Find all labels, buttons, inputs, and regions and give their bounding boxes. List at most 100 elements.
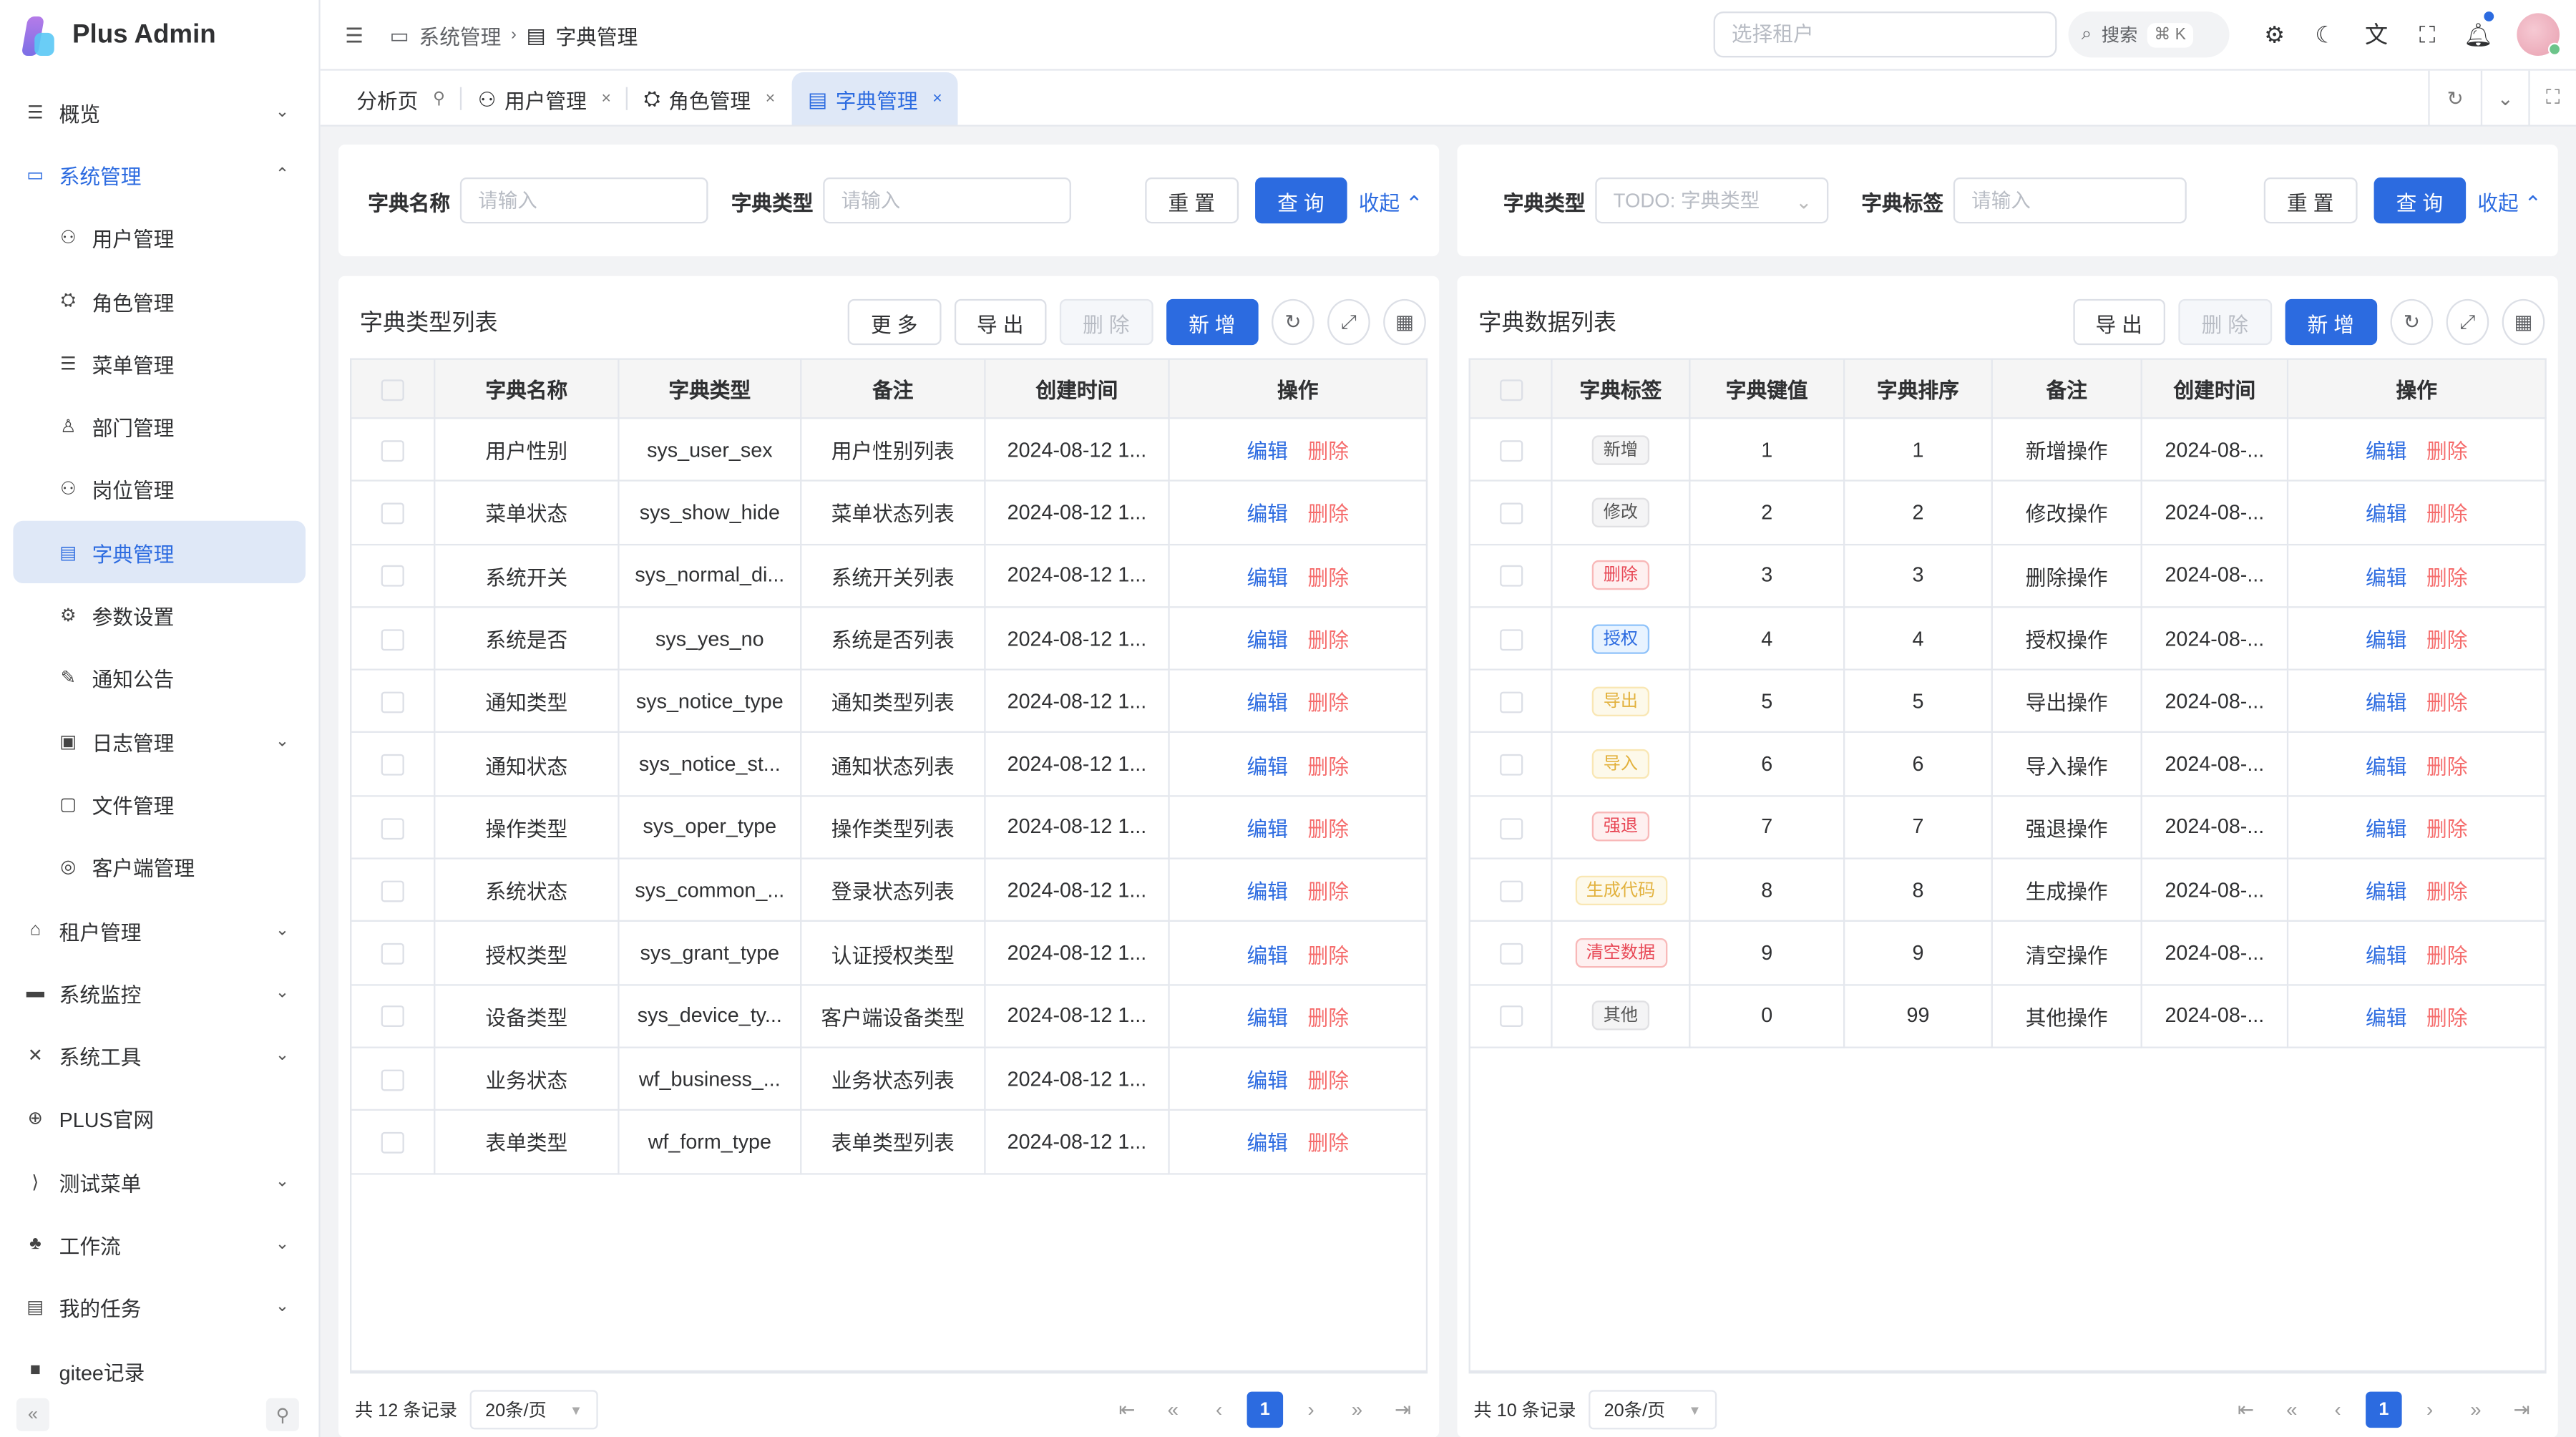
delete-link[interactable]: 删除 xyxy=(1307,755,1349,779)
sidebar-item[interactable]: ♙ 部门管理 xyxy=(0,395,318,458)
last-page-icon[interactable]: ⇥ xyxy=(2513,1398,2530,1421)
tab-item[interactable]: ⛭ 角色管理 × xyxy=(628,72,791,125)
translate-icon[interactable]: 文 xyxy=(2364,21,2389,48)
delete-link[interactable]: 删除 xyxy=(1307,566,1349,590)
jump-prev-icon[interactable]: « xyxy=(2286,1398,2298,1421)
delete-link[interactable]: 删除 xyxy=(2426,629,2468,653)
pin-icon[interactable]: ⚲ xyxy=(433,89,445,108)
edit-link[interactable]: 编辑 xyxy=(1246,755,1288,779)
sidebar-item[interactable]: ▣ 日志管理 ⌄ xyxy=(0,710,318,773)
jump-next-icon[interactable]: » xyxy=(2470,1398,2482,1421)
columns-grid-icon[interactable]: ▦ xyxy=(2502,298,2545,346)
sidebar-item[interactable]: ▭ 系统管理 ⌃ xyxy=(0,143,318,206)
columns-grid-icon[interactable]: ▦ xyxy=(1383,298,1426,346)
delete-link[interactable]: 删除 xyxy=(1307,440,1349,464)
pin-sidebar-icon[interactable]: ⚲ xyxy=(265,1398,299,1431)
fullscreen-icon[interactable]: ⤢ xyxy=(1327,298,1370,346)
page-1[interactable]: 1 xyxy=(1246,1391,1284,1428)
maximize-icon[interactable]: ⛶ xyxy=(2528,70,2576,125)
sidebar-item[interactable]: ■ gitee记录 xyxy=(0,1339,318,1402)
chevron-icon[interactable]: ⌄ xyxy=(275,1046,290,1065)
chevron-icon[interactable]: ⌄ xyxy=(275,1172,290,1191)
row-checkbox[interactable] xyxy=(1468,480,1553,545)
row-checkbox[interactable] xyxy=(350,1046,436,1111)
dict-type-input[interactable]: 请输入 xyxy=(823,177,1071,224)
next-page-icon[interactable]: › xyxy=(2426,1398,2434,1421)
breadcrumb-item[interactable]: 系统管理 xyxy=(419,25,502,49)
delete-link[interactable]: 删除 xyxy=(2426,881,2468,905)
row-checkbox[interactable] xyxy=(350,983,436,1048)
delete-link[interactable]: 删除 xyxy=(2426,566,2468,590)
sidebar-item[interactable]: ✕ 系统工具 ⌄ xyxy=(0,1024,318,1087)
tenant-select[interactable]: 选择租户 xyxy=(1713,11,2057,58)
dark-mode-moon-icon[interactable]: ☾ xyxy=(2315,20,2336,47)
edit-link[interactable]: 编辑 xyxy=(1246,503,1288,527)
page-size-select[interactable]: 20条/页 ▼ xyxy=(1589,1390,1717,1430)
edit-link[interactable]: 编辑 xyxy=(2366,440,2407,464)
sidebar-item[interactable]: ✎ 通知公告 xyxy=(0,647,318,710)
edit-link[interactable]: 编辑 xyxy=(2366,629,2407,653)
close-icon[interactable]: × xyxy=(932,89,942,108)
edit-link[interactable]: 编辑 xyxy=(1246,944,1288,968)
sidebar-item[interactable]: ☰ 菜单管理 xyxy=(0,332,318,395)
avatar[interactable] xyxy=(2517,13,2562,57)
sidebar-item[interactable]: ⊕ PLUS官网 xyxy=(0,1087,318,1150)
edit-link[interactable]: 编辑 xyxy=(2366,881,2407,905)
collapse-sidebar-icon[interactable]: « xyxy=(16,1398,49,1431)
edit-link[interactable]: 编辑 xyxy=(1246,818,1288,842)
chevron-icon[interactable]: ⌃ xyxy=(275,165,290,184)
refresh-icon[interactable]: ↻ xyxy=(2428,70,2480,125)
more-button[interactable]: 更 多 xyxy=(847,298,941,346)
edit-link[interactable]: 编辑 xyxy=(1246,881,1288,905)
edit-link[interactable]: 编辑 xyxy=(1246,1006,1288,1031)
table-cell[interactable]: sys_device_ty... xyxy=(618,983,802,1048)
edit-link[interactable]: 编辑 xyxy=(1246,440,1288,464)
edit-link[interactable]: 编辑 xyxy=(2366,944,2407,968)
table-cell[interactable]: sys_notice_st... xyxy=(618,731,802,797)
delete-link[interactable]: 删除 xyxy=(2426,440,2468,464)
edit-link[interactable]: 编辑 xyxy=(2366,566,2407,590)
collapse-link[interactable]: 收起 ⌃ xyxy=(2477,191,2542,215)
delete-link[interactable]: 删除 xyxy=(1307,1132,1349,1156)
reset-button[interactable]: 重 置 xyxy=(1145,177,1239,224)
sidebar-item[interactable]: ▤ 我的任务 ⌄ xyxy=(0,1276,318,1339)
sidebar-item[interactable]: ▬ 系统监控 ⌄ xyxy=(0,961,318,1024)
refresh-icon[interactable]: ↻ xyxy=(2390,298,2434,346)
row-checkbox[interactable] xyxy=(350,668,436,734)
row-checkbox[interactable] xyxy=(350,857,436,922)
select-all-checkbox[interactable] xyxy=(350,358,436,419)
delete-link[interactable]: 删除 xyxy=(2426,503,2468,527)
row-checkbox[interactable] xyxy=(1468,920,1553,985)
delete-link[interactable]: 删除 xyxy=(1307,1069,1349,1093)
row-checkbox[interactable] xyxy=(350,1109,436,1174)
sidebar-item[interactable]: ⟩ 测试菜单 ⌄ xyxy=(0,1150,318,1213)
table-cell[interactable]: sys_user_sex xyxy=(618,417,802,482)
jump-next-icon[interactable]: » xyxy=(1351,1398,1363,1421)
row-checkbox[interactable] xyxy=(1468,857,1553,922)
logo[interactable]: Plus Admin xyxy=(0,0,318,71)
close-icon[interactable]: × xyxy=(601,89,611,108)
page-size-select[interactable]: 20条/页 ▼ xyxy=(470,1390,597,1430)
select-all-checkbox[interactable] xyxy=(1468,358,1553,419)
tab-item[interactable]: ⚇ 用户管理 × xyxy=(462,72,628,125)
sidebar-item[interactable]: ◎ 客户端管理 xyxy=(0,836,318,899)
delete-link[interactable]: 删除 xyxy=(1307,881,1349,905)
edit-link[interactable]: 编辑 xyxy=(2366,755,2407,779)
collapse-link[interactable]: 收起 ⌃ xyxy=(1358,191,1423,215)
prev-page-icon[interactable]: ‹ xyxy=(1215,1398,1223,1421)
sidebar-item[interactable]: ⚙ 参数设置 xyxy=(0,584,318,647)
row-checkbox[interactable] xyxy=(1468,794,1553,859)
delete-link[interactable]: 删除 xyxy=(2426,755,2468,779)
row-checkbox[interactable] xyxy=(1468,731,1553,797)
chevron-icon[interactable]: ⌄ xyxy=(275,1298,290,1317)
prev-page-icon[interactable]: ‹ xyxy=(2334,1398,2341,1421)
edit-link[interactable]: 编辑 xyxy=(2366,503,2407,527)
export-button[interactable]: 导 出 xyxy=(2072,298,2166,346)
row-checkbox[interactable] xyxy=(350,920,436,985)
delete-button[interactable]: 删 除 xyxy=(2178,298,2272,346)
table-cell[interactable]: sys_grant_type xyxy=(618,920,802,985)
table-cell[interactable]: sys_oper_type xyxy=(618,794,802,859)
row-checkbox[interactable] xyxy=(1468,983,1553,1048)
page-1[interactable]: 1 xyxy=(2366,1391,2402,1428)
chevron-down-icon[interactable]: ⌄ xyxy=(2480,70,2529,125)
